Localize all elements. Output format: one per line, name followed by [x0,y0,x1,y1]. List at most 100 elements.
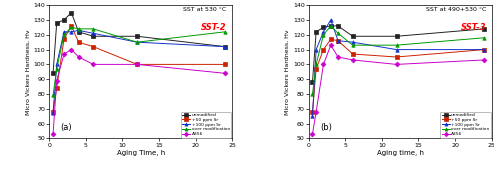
over modification [61,34,67,36]
+50 ppm Sr [481,49,487,51]
over modification [134,41,140,43]
Line: unmodified: unmodified [311,24,486,84]
+50 ppm Sr [90,46,96,48]
A356 [481,59,487,61]
unmodified [68,12,74,14]
Text: SST at 490+530 °C: SST at 490+530 °C [426,7,486,12]
over modification [50,94,56,97]
+100 ppm Sr [321,31,327,33]
unmodified [335,25,341,27]
Legend: unmodified, +50 ppm Sr, +100 ppm Sr, over modification, A356: unmodified, +50 ppm Sr, +100 ppm Sr, ove… [181,112,231,138]
unmodified [350,35,356,37]
unmodified [394,35,400,37]
over modification [350,44,356,46]
Legend: unmodified, +50 ppm Sr, +100 ppm Sr, over modification, A356: unmodified, +50 ppm Sr, +100 ppm Sr, ove… [440,112,491,138]
A356 [134,63,140,65]
A356 [310,133,316,135]
+100 ppm Sr [313,49,319,51]
A356 [222,72,228,74]
unmodified [313,31,319,33]
over modification [481,37,487,39]
+50 ppm Sr [321,49,327,51]
over modification [54,68,60,70]
Text: (b): (b) [320,123,331,132]
+50 ppm Sr [68,25,74,27]
A356 [61,53,67,55]
Y-axis label: Micro Vickers Hardness, Hv: Micro Vickers Hardness, Hv [285,29,290,115]
unmodified [222,46,228,48]
unmodified [321,26,327,28]
Line: over modification: over modification [51,26,227,97]
Line: A356: A356 [311,43,486,136]
X-axis label: Aging time, h: Aging time, h [377,150,424,156]
unmodified [61,19,67,21]
+100 ppm Sr [90,32,96,34]
Text: (a): (a) [60,123,72,132]
+50 ppm Sr [76,41,82,43]
Line: over modification: over modification [311,24,486,96]
Y-axis label: Micro Vickers Hardness, Hv: Micro Vickers Hardness, Hv [26,29,31,115]
over modification [90,28,96,30]
+50 ppm Sr [335,40,341,42]
A356 [313,111,319,113]
unmodified [54,22,60,24]
A356 [394,63,400,65]
Line: +100 ppm Sr: +100 ppm Sr [311,18,486,118]
over modification [310,93,316,95]
over modification [335,32,341,34]
+100 ppm Sr [350,41,356,43]
+100 ppm Sr [481,49,487,51]
+100 ppm Sr [310,115,316,117]
A356 [335,56,341,58]
unmodified [76,31,82,33]
X-axis label: Aging Time, h: Aging Time, h [117,150,165,156]
A356 [90,63,96,65]
Line: +50 ppm Sr: +50 ppm Sr [311,38,486,113]
unmodified [481,28,487,30]
+50 ppm Sr [54,87,60,89]
A356 [350,59,356,61]
unmodified [328,25,334,27]
Line: unmodified: unmodified [51,11,227,75]
Line: +100 ppm Sr: +100 ppm Sr [51,29,227,115]
A356 [328,44,334,46]
A356 [54,80,60,82]
+100 ppm Sr [76,29,82,31]
+50 ppm Sr [134,63,140,65]
A356 [50,133,56,135]
unmodified [134,35,140,37]
A356 [68,49,74,51]
over modification [321,34,327,36]
unmodified [50,72,56,74]
Text: SST-3: SST-3 [460,22,486,31]
Line: A356: A356 [51,48,227,136]
Line: +50 ppm Sr: +50 ppm Sr [51,24,227,113]
+100 ppm Sr [394,49,400,51]
+100 ppm Sr [54,63,60,65]
over modification [328,25,334,27]
over modification [68,26,74,28]
+50 ppm Sr [328,38,334,40]
+100 ppm Sr [68,31,74,33]
+100 ppm Sr [335,40,341,42]
over modification [222,31,228,33]
+100 ppm Sr [61,31,67,33]
over modification [313,63,319,65]
over modification [394,44,400,46]
Text: SST-2: SST-2 [201,22,227,31]
+100 ppm Sr [328,19,334,21]
+50 ppm Sr [50,111,56,113]
+100 ppm Sr [222,46,228,48]
+50 ppm Sr [350,53,356,55]
A356 [76,56,82,58]
A356 [321,63,327,65]
unmodified [90,35,96,37]
Text: SST at 530 °C: SST at 530 °C [183,7,227,12]
+100 ppm Sr [134,41,140,43]
+50 ppm Sr [222,63,228,65]
over modification [76,28,82,30]
unmodified [310,81,316,83]
+100 ppm Sr [50,112,56,114]
+50 ppm Sr [394,56,400,58]
+50 ppm Sr [61,38,67,40]
